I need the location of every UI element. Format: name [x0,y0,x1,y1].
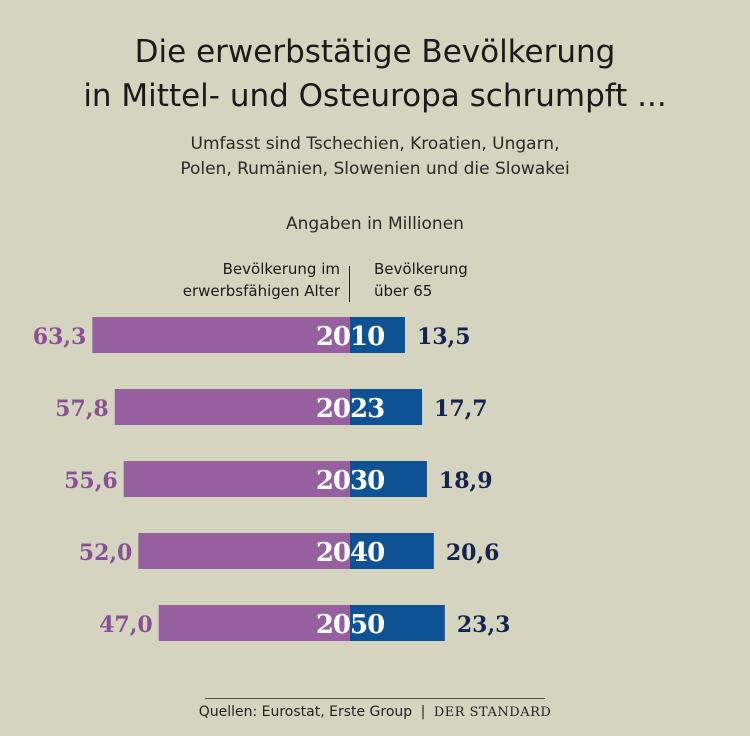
brand-logo: DER STANDARD [433,705,552,720]
footer-divider [205,698,545,699]
value-label-working-age-2023: 57,8 [55,396,109,422]
value-label-working-age-2030: 55,6 [64,468,118,494]
legend-over-65-line-2: über 65 [374,282,433,300]
bar-working-age-2030 [123,461,350,497]
bar-over-65-2050 [350,605,445,641]
value-label-over-65-2040: 20,6 [446,540,500,566]
value-label-working-age-2040: 52,0 [79,540,133,566]
title-line-2: in Mittel- und Osteuropa schrumpft ... [83,78,667,114]
subtitle-line-1: Umfasst sind Tschechien, Kroatien, Ungar… [190,134,560,154]
legend-working-age-line-1: Bevölkerung im [222,260,340,278]
value-label-over-65-2010: 13,5 [417,324,471,350]
footer: Quellen: Eurostat, Erste Group | DER STA… [0,704,750,720]
value-label-over-65-2030: 18,9 [439,468,493,494]
legend-divider [349,266,350,302]
chart-title: Die erwerbstätige Bevölkerung in Mittel-… [0,30,750,118]
year-label-2040: 2040 [316,538,384,568]
bar-over-65-2023 [350,389,423,425]
unit-label: Angaben in Millionen [286,214,464,234]
bar-over-65-2010 [350,317,405,353]
footer-separator: | [420,704,426,720]
bar-working-age-2023 [114,389,350,425]
value-label-over-65-2023: 17,7 [434,396,488,422]
bar-over-65-2030 [350,461,427,497]
year-label-2023: 2023 [316,394,384,424]
title-line-1: Die erwerbstätige Bevölkerung [134,34,616,70]
chart-subtitle: Umfasst sind Tschechien, Kroatien, Ungar… [0,132,750,182]
bar-working-age-2050 [158,605,350,641]
value-label-working-age-2010: 63,3 [33,324,87,350]
legend-working-age: Bevölkerung im erwerbsfähigen Alter [183,258,340,302]
year-label-2050: 2050 [316,610,384,640]
value-label-working-age-2050: 47,0 [99,612,153,638]
bar-over-65-2040 [350,533,434,569]
value-label-over-65-2050: 23,3 [457,612,511,638]
legend-over-65: Bevölkerung über 65 [374,258,468,302]
subtitle-line-2: Polen, Rumänien, Slowenien und die Slowa… [180,159,570,179]
year-label-2010: 2010 [316,322,384,352]
bar-working-age-2010 [92,317,350,353]
year-label-2030: 2030 [316,466,384,496]
legend-over-65-line-1: Bevölkerung [374,260,468,278]
legend-working-age-line-2: erwerbsfähigen Alter [182,282,340,300]
source-text: Quellen: Eurostat, Erste Group [198,704,413,720]
bar-working-age-2040 [138,533,350,569]
